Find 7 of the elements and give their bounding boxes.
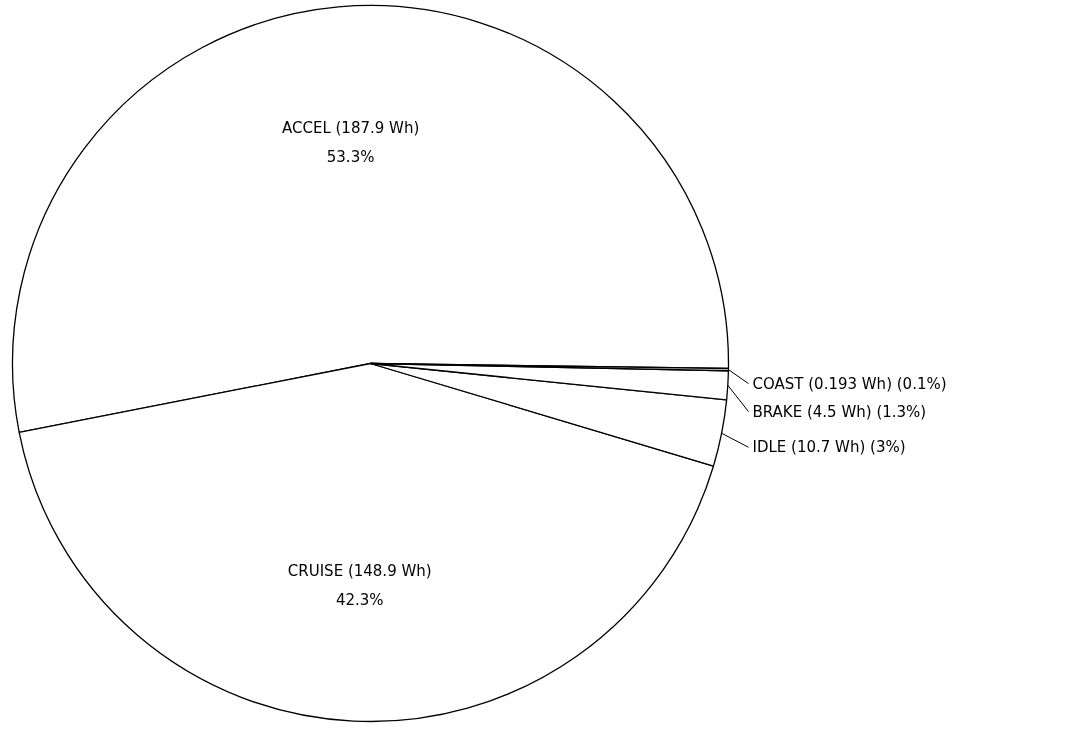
slice-label: IDLE (10.7 Wh) (3%) — [752, 438, 906, 457]
data-label: 42.3% — [335, 590, 384, 609]
slice-label: COAST (0.193 Wh) (0.1%) — [752, 374, 947, 393]
slice-label: BRAKE (4.5 Wh) (1.3%) — [752, 402, 927, 421]
slice-label: CRUISE (148.9 Wh) — [287, 561, 432, 580]
slice-label: ACCEL (187.9 Wh) — [281, 119, 420, 138]
data-label: 53.3% — [326, 147, 375, 166]
